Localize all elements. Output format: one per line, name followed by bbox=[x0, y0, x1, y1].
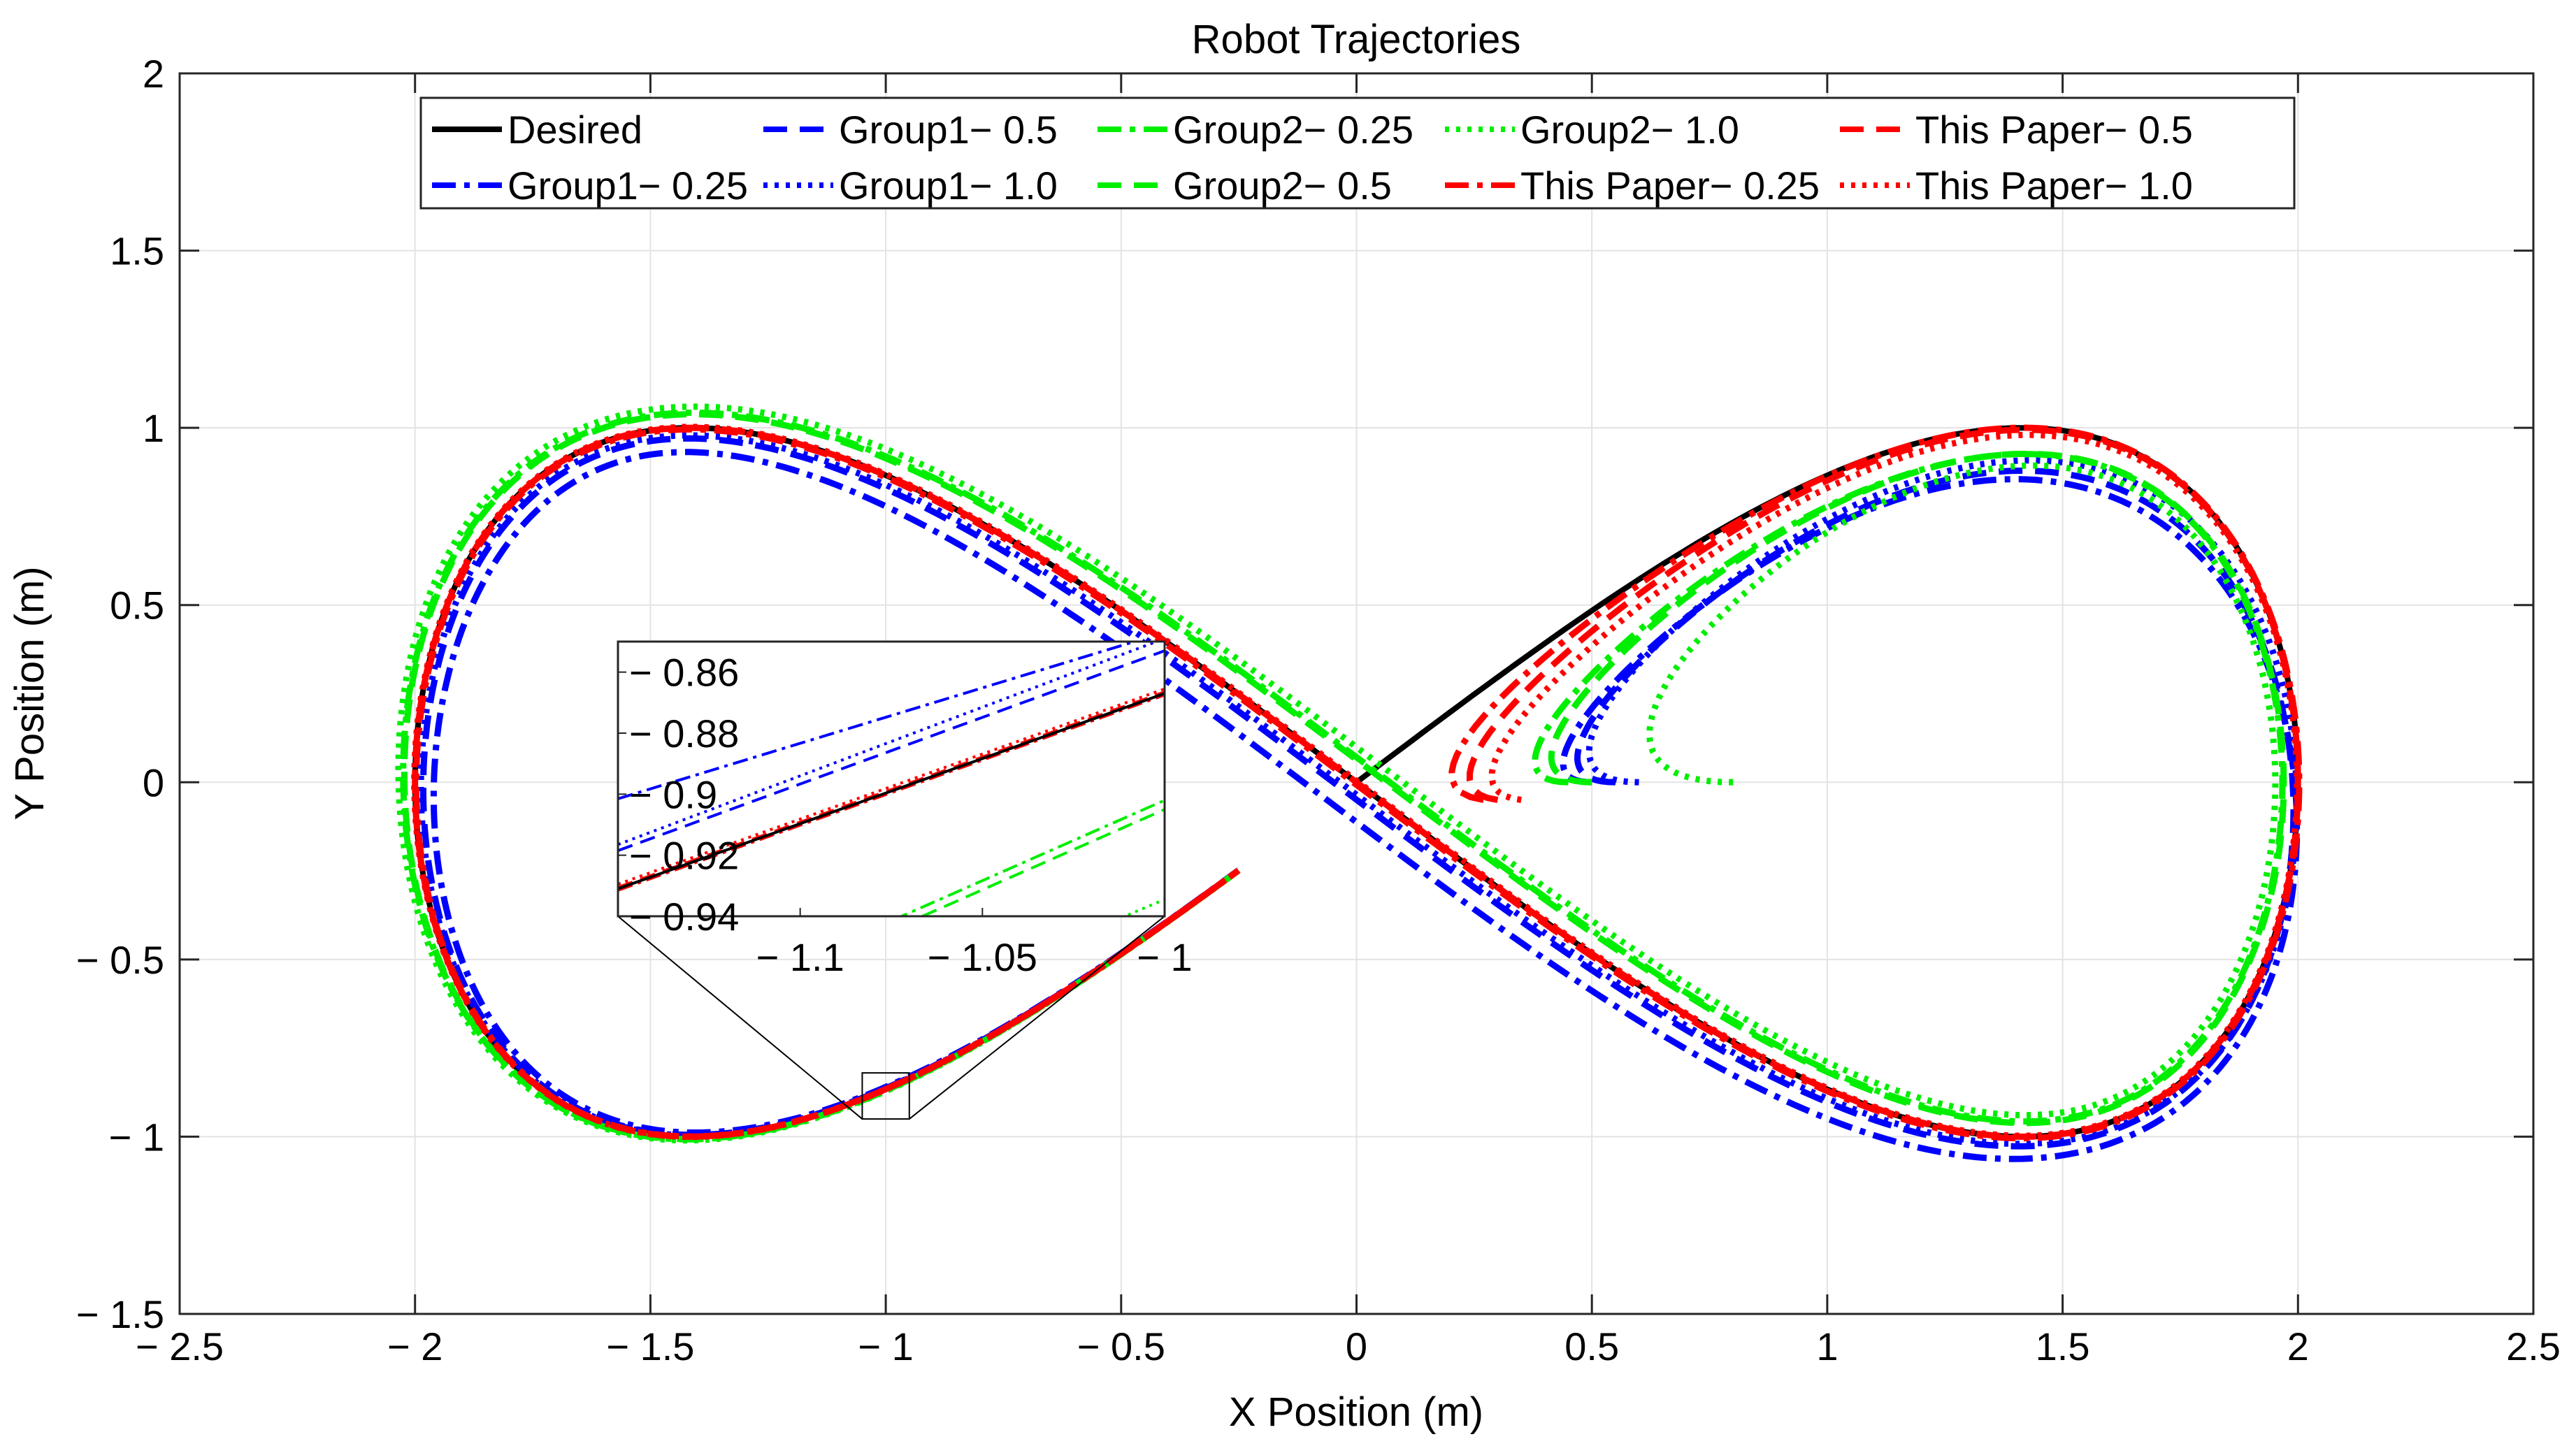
y-tick-label: 1 bbox=[143, 406, 164, 450]
y-tick-label: − 1.5 bbox=[76, 1292, 164, 1336]
inset-background bbox=[618, 642, 1165, 916]
x-tick-label: 1 bbox=[1816, 1324, 1838, 1368]
y-tick-label: 0 bbox=[143, 760, 164, 804]
inset-y-tick-label: − 0.92 bbox=[629, 834, 739, 878]
tick-labels: − 2.5 − 2 − 1.5 − 1 − 0.5 0 0.5 1 1.5 2 2.5 − 1.5 − … bbox=[76, 52, 2561, 1368]
legend-label: Group1− 0.25 bbox=[508, 164, 748, 208]
y-tick-label: 1.5 bbox=[110, 229, 164, 273]
zoom-box bbox=[861, 1072, 910, 1120]
series-line bbox=[430, 449, 2301, 1162]
y-tick-label: 0.5 bbox=[110, 584, 164, 628]
inset-lines bbox=[618, 642, 1165, 916]
y-tick-label: − 0.5 bbox=[76, 938, 164, 982]
inset-x-tick-label: − 1.05 bbox=[928, 935, 1037, 979]
series-line bbox=[417, 432, 2300, 1148]
x-axis-label: X Position (m) bbox=[1229, 1389, 1483, 1435]
y-axis-label: Y Position (m) bbox=[7, 566, 52, 820]
legend: Desired Group1− 0.25 Group1− 0.5 Group1− 1.… bbox=[419, 96, 2296, 210]
y-tick-label: 2 bbox=[143, 52, 164, 96]
x-tick-label: − 2 bbox=[387, 1324, 442, 1368]
inset-frame bbox=[617, 640, 1166, 918]
inset-y-tick-label: − 0.9 bbox=[629, 772, 717, 816]
inset-x-tick-label: − 1.1 bbox=[756, 935, 844, 979]
inset-y-tick-label: − 0.86 bbox=[629, 651, 739, 695]
inset-connector bbox=[617, 916, 863, 1120]
inset-series-line bbox=[618, 691, 1165, 889]
series-line bbox=[412, 424, 2303, 1142]
legend-label: Group2− 1.0 bbox=[1520, 108, 1739, 152]
legend-label: This Paper− 0.25 bbox=[1520, 164, 1820, 208]
inset-y-tick-label: − 0.94 bbox=[629, 895, 739, 939]
x-tick-label: 0.5 bbox=[1564, 1324, 1619, 1368]
inset-series-line bbox=[618, 693, 1165, 892]
x-tick-label: − 0.5 bbox=[1077, 1324, 1165, 1368]
inset-series-line bbox=[618, 642, 1161, 846]
legend-label: This Paper− 0.5 bbox=[1915, 108, 2193, 152]
legend-box bbox=[419, 96, 2296, 210]
series-line bbox=[411, 424, 2301, 1141]
series-line bbox=[395, 403, 2279, 1144]
series-line bbox=[412, 424, 2301, 1140]
inset-connector bbox=[909, 916, 1165, 1120]
inset-y-tick-label: − 0.88 bbox=[629, 711, 739, 756]
x-tick-label: 2 bbox=[2287, 1324, 2309, 1368]
legend-label: Group1− 1.0 bbox=[839, 164, 1058, 208]
x-tick-label: − 2.5 bbox=[136, 1324, 224, 1368]
x-tick-label: 1.5 bbox=[2036, 1324, 2090, 1368]
series-lines bbox=[395, 403, 2303, 1162]
x-tick-label: 2.5 bbox=[2506, 1324, 2561, 1368]
series-line bbox=[420, 435, 2297, 1150]
zoom-inset: − 1.1 − 1.05 − 1 − 0.86 − 0.88 − 0.9 − 0.92 − 0… bbox=[617, 640, 1193, 1120]
inset-x-tick-label: − 1 bbox=[1137, 935, 1192, 979]
inset-series-line bbox=[618, 642, 1139, 800]
x-tick-label: − 1 bbox=[858, 1324, 913, 1368]
legend-label: Group2− 0.5 bbox=[1173, 164, 1392, 208]
plot-area-frame bbox=[178, 72, 2535, 1315]
y-tick-label: − 1 bbox=[109, 1115, 164, 1159]
x-tick-label: − 1.5 bbox=[606, 1324, 694, 1368]
legend-label: Desired bbox=[508, 108, 642, 152]
legend-label: Group1− 0.5 bbox=[839, 108, 1058, 152]
inset-series-line bbox=[618, 649, 1165, 852]
inset-series-line bbox=[618, 692, 1165, 890]
legend-label: This Paper− 1.0 bbox=[1915, 164, 2193, 208]
x-tick-label: 0 bbox=[1346, 1324, 1367, 1368]
legend-label: Group2− 0.25 bbox=[1173, 108, 1413, 152]
chart-title: Robot Trajectories bbox=[1192, 17, 1521, 62]
